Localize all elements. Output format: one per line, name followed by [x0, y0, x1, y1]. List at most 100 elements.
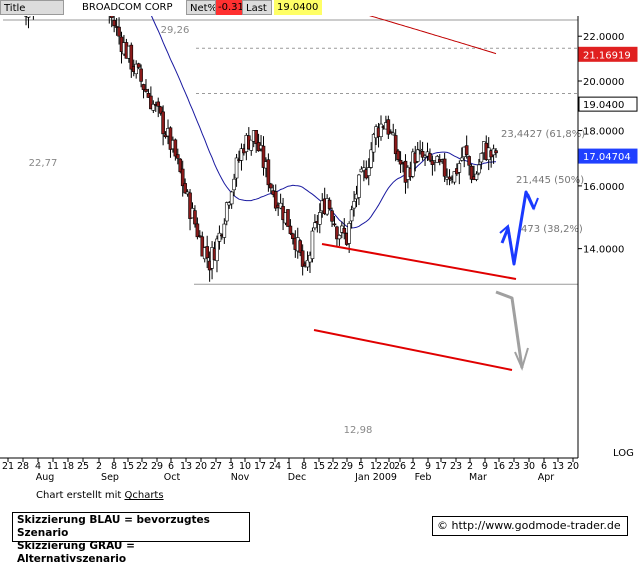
- candle-body: [335, 226, 339, 240]
- x-day-label: 21: [2, 461, 14, 472]
- candle-body: [305, 260, 310, 268]
- candle-body: [415, 149, 420, 162]
- price-badge-box: [578, 46, 638, 62]
- candle-body: [176, 154, 180, 159]
- price-badge-box: [578, 148, 638, 164]
- candle-body: [144, 88, 148, 92]
- candle-body: [239, 148, 244, 161]
- candle-body: [418, 148, 422, 151]
- candle-body: [198, 235, 202, 238]
- x-month-label: Dec: [288, 472, 306, 483]
- candle-body: [388, 131, 393, 134]
- x-day-label: 16: [493, 461, 505, 472]
- x-day-label: 13: [552, 461, 564, 472]
- candle-body: [222, 223, 227, 238]
- source-url[interactable]: http://www.godmode-trader.de: [451, 519, 621, 532]
- candle-body: [217, 232, 222, 242]
- y-tick-label: 20.0000: [583, 77, 624, 88]
- candle-body: [112, 20, 116, 27]
- x-month-label: Jan 2009: [354, 472, 397, 483]
- candle-body: [215, 238, 219, 262]
- x-day-label: 10: [239, 461, 251, 472]
- price-annotation: 29,26: [161, 25, 190, 36]
- x-day-label: 22: [136, 461, 148, 472]
- candle-body: [117, 26, 121, 37]
- x-month-label: Sep: [101, 472, 119, 483]
- candle-body: [494, 150, 498, 154]
- symbol-name: BROADCOM CORP: [82, 2, 173, 13]
- candle-body: [327, 199, 332, 209]
- candle-body: [398, 159, 403, 165]
- price-annotation: 22,77: [29, 158, 58, 169]
- candle-body: [391, 132, 396, 136]
- candle-body: [452, 171, 457, 183]
- candle-body: [379, 123, 383, 137]
- candle-body: [457, 163, 462, 173]
- x-day-label: 17: [435, 461, 447, 472]
- scenario-blue-arrowhead-start: [499, 224, 512, 245]
- candle-body: [134, 63, 138, 75]
- price-annotation: 12,98: [344, 425, 373, 436]
- price-annotation: 23,4427 (61,8%): [501, 129, 585, 140]
- candle-body: [428, 153, 432, 161]
- candle-body: [464, 145, 469, 155]
- legend-blue: Skizzierung BLAU = bevorzugtes Szenario: [17, 514, 210, 539]
- chart-title-bar: Title BROADCOM CORP Net% -0.31 Last 19.0…: [0, 0, 580, 16]
- price-grid: 29,26 22,77 12,98 23,4427 (61,8%) 21,445 (50…: [3, 5, 585, 436]
- y-tick-label: 24.0000: [583, 0, 624, 2]
- candle-body: [249, 139, 254, 151]
- candle-body: [288, 225, 293, 234]
- candle-body: [254, 130, 258, 145]
- x-day-label: 8: [301, 461, 307, 472]
- x-day-label: 26: [394, 461, 406, 472]
- candle-body: [195, 223, 200, 238]
- candle-body: [337, 235, 342, 240]
- candle-body: [269, 183, 273, 189]
- ma200-path: [314, 0, 497, 55]
- candle-body: [447, 176, 452, 180]
- x-month-label: Mar: [469, 472, 487, 483]
- x-day-label: 25: [77, 461, 89, 472]
- x-day-label: 18: [62, 461, 74, 472]
- candle-body: [442, 158, 447, 177]
- ma200-line: [314, 0, 497, 55]
- candle-body: [278, 202, 283, 209]
- x-day-label: 2: [467, 461, 473, 472]
- candle-body: [313, 222, 317, 229]
- candle-body: [430, 160, 435, 165]
- x-day-label: 8: [111, 461, 117, 472]
- candle-body: [178, 158, 183, 173]
- credit-prefix: Chart erstellt mit: [36, 490, 125, 501]
- y-tick-label: 14.0000: [583, 245, 624, 256]
- x-day-label: 22: [327, 461, 339, 472]
- candle-body: [224, 202, 229, 222]
- x-day-label: 5: [358, 461, 364, 472]
- x-day-label: 20: [567, 461, 579, 472]
- x-day-label: 20: [383, 461, 395, 472]
- price-annotation: 21,445 (50%): [516, 175, 584, 186]
- candle-body: [266, 159, 271, 186]
- candle-body: [173, 139, 178, 157]
- x-day-label: 29: [341, 461, 353, 472]
- candle-body: [161, 111, 165, 135]
- candle-body: [459, 157, 464, 161]
- x-day-label: 23: [508, 461, 520, 472]
- candle-body: [158, 106, 163, 114]
- last-label: Last: [242, 0, 272, 15]
- candle-body: [393, 135, 398, 155]
- x-day-label: 20: [195, 461, 207, 472]
- qcharts-link[interactable]: Qcharts: [124, 490, 164, 501]
- candle-body: [129, 44, 134, 70]
- price-badge-label: 17.04704: [583, 152, 631, 163]
- x-day-label: 2: [96, 461, 102, 472]
- candle-body: [234, 157, 239, 179]
- candle-body: [300, 250, 305, 267]
- price-chart: 29,26 22,77 12,98 23,4427 (61,8%) 21,445 (50…: [0, 0, 638, 483]
- channel-lower-line: [313, 329, 513, 371]
- candle-body: [188, 192, 192, 219]
- last-value: 19.0400: [274, 0, 322, 15]
- x-day-label: 1: [286, 461, 292, 472]
- candle-body: [366, 167, 371, 176]
- scenario-grey-path: [495, 290, 524, 369]
- candle-body: [479, 153, 484, 163]
